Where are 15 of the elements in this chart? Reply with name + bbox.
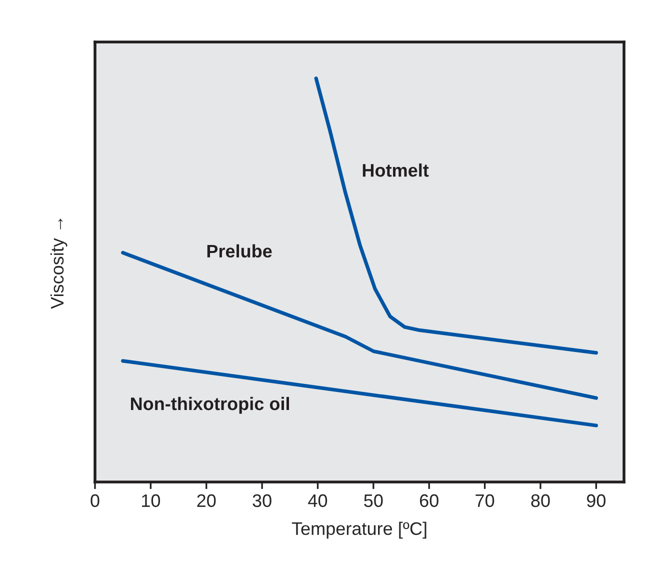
x-tick-label: 90 — [586, 494, 606, 508]
x-tick-label: 60 — [420, 494, 438, 508]
series-label: Hotmelt — [362, 164, 429, 177]
y-axis-title: Viscosity → — [50, 218, 68, 309]
x-tick-label: 0 — [90, 494, 100, 508]
x-axis-title: Temperature [ºC] — [292, 522, 426, 539]
series-label: Prelube — [207, 244, 272, 258]
x-tick-label: 50 — [364, 494, 383, 508]
x-tick-label: 70 — [476, 494, 494, 508]
x-tick-label: 40 — [308, 494, 328, 508]
x-tick-label: 20 — [197, 494, 216, 508]
x-tick-label: 30 — [252, 494, 272, 508]
x-tick-label: 80 — [531, 494, 550, 508]
x-tick-label: 10 — [142, 494, 160, 508]
series-label: Non-thixotropic oil — [130, 396, 289, 414]
